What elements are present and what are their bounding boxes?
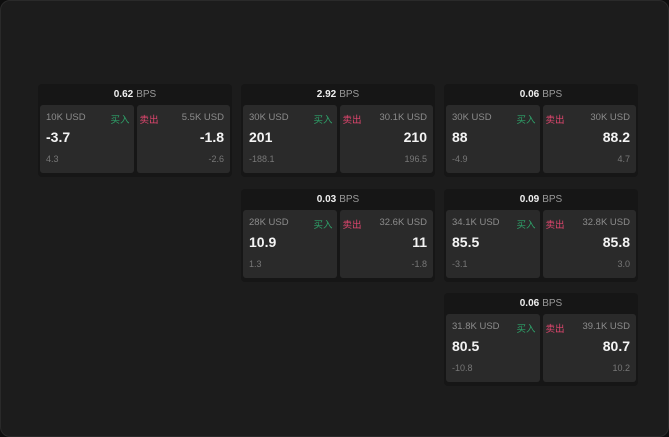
buy-label: 买入 <box>110 115 130 126</box>
buy-price: 80.5 <box>452 338 480 354</box>
sell-button[interactable]: 卖出 30K USD 88.2 4.7 <box>542 105 636 173</box>
spread-header: 0.62 BPS <box>38 84 232 105</box>
buy-size: 28K USD <box>249 217 289 228</box>
sell-price: -1.8 <box>199 129 224 145</box>
buy-delta: -10.8 <box>452 363 473 373</box>
buy-button[interactable]: 31.8K USD 买入 80.5 -10.8 <box>446 314 540 382</box>
spread-value: 0.09 <box>519 194 540 205</box>
buy-button[interactable]: 30K USD 买入 88 -4.9 <box>446 105 540 173</box>
spread-header: 0.06 BPS <box>444 84 638 105</box>
sell-price: 11 <box>412 234 427 250</box>
sell-price: 88.2 <box>602 129 630 145</box>
sell-delta: -1.8 <box>411 259 427 269</box>
sell-size: 30.1K USD <box>379 112 427 123</box>
sell-label: 卖出 <box>545 324 565 335</box>
spread-unit: BPS <box>339 194 360 205</box>
sell-button[interactable]: 卖出 30.1K USD 210 196.5 <box>339 105 433 173</box>
quote-widget: 0.62 BPS 10K USD 买入 -3.7 4.3 卖出 5.5K USD … <box>38 84 232 177</box>
sell-delta: 4.7 <box>617 154 630 164</box>
spread-unit: BPS <box>542 194 563 205</box>
buy-delta: 4.3 <box>46 154 59 164</box>
buy-label: 买入 <box>516 324 536 335</box>
buy-label: 买入 <box>313 115 333 126</box>
spread-value: 2.92 <box>316 89 337 100</box>
sell-label: 卖出 <box>342 220 362 231</box>
buy-label: 买入 <box>516 115 536 126</box>
buy-label: 买入 <box>313 220 333 231</box>
sell-label: 卖出 <box>342 115 362 126</box>
spread-unit: BPS <box>136 89 157 100</box>
sell-delta: 3.0 <box>617 259 630 269</box>
quote-widget: 0.09 BPS 34.1K USD 买入 85.5 -3.1 卖出 32.8K … <box>444 189 638 282</box>
buy-delta: -4.9 <box>452 154 468 164</box>
sell-price: 85.8 <box>602 234 630 250</box>
quote-widget: 0.06 BPS 31.8K USD 买入 80.5 -10.8 卖出 39.1K… <box>444 293 638 386</box>
sell-size: 5.5K USD <box>181 112 224 123</box>
buy-label: 买入 <box>516 220 536 231</box>
buy-delta: -3.1 <box>452 259 468 269</box>
buy-size: 31.8K USD <box>452 321 500 332</box>
sell-size: 30K USD <box>590 112 630 123</box>
spread-value: 0.62 <box>113 89 134 100</box>
spread-header: 2.92 BPS <box>241 84 435 105</box>
sell-button[interactable]: 卖出 32.8K USD 85.8 3.0 <box>542 210 636 278</box>
sell-size: 32.8K USD <box>582 217 630 228</box>
sell-size: 32.6K USD <box>379 217 427 228</box>
buy-delta: 1.3 <box>249 259 262 269</box>
spread-value: 0.06 <box>519 298 540 309</box>
buy-size: 30K USD <box>249 112 289 123</box>
buy-button[interactable]: 10K USD 买入 -3.7 4.3 <box>40 105 134 173</box>
spread-header: 0.09 BPS <box>444 189 638 210</box>
sell-button[interactable]: 卖出 32.6K USD 11 -1.8 <box>339 210 433 278</box>
buy-size: 30K USD <box>452 112 492 123</box>
sell-label: 卖出 <box>545 220 565 231</box>
spread-value: 0.03 <box>316 194 337 205</box>
buy-button[interactable]: 30K USD 买入 201 -188.1 <box>243 105 337 173</box>
sell-delta: 10.2 <box>612 363 630 373</box>
buy-size: 34.1K USD <box>452 217 500 228</box>
buy-price: 85.5 <box>452 234 480 250</box>
sell-price: 80.7 <box>602 338 630 354</box>
spread-unit: BPS <box>542 298 563 309</box>
buy-price: 88 <box>452 129 468 145</box>
sell-button[interactable]: 卖出 39.1K USD 80.7 10.2 <box>542 314 636 382</box>
sell-size: 39.1K USD <box>582 321 630 332</box>
spread-unit: BPS <box>542 89 563 100</box>
spread-unit: BPS <box>339 89 360 100</box>
buy-size: 10K USD <box>46 112 86 123</box>
buy-button[interactable]: 34.1K USD 买入 85.5 -3.1 <box>446 210 540 278</box>
quote-widget: 2.92 BPS 30K USD 买入 201 -188.1 卖出 30.1K U… <box>241 84 435 177</box>
sell-button[interactable]: 卖出 5.5K USD -1.8 -2.6 <box>136 105 230 173</box>
spread-value: 0.06 <box>519 89 540 100</box>
sell-delta: -2.6 <box>208 154 224 164</box>
sell-delta: 196.5 <box>404 154 427 164</box>
buy-price: 10.9 <box>249 234 277 250</box>
buy-delta: -188.1 <box>249 154 275 164</box>
buy-price: 201 <box>249 129 273 145</box>
buy-price: -3.7 <box>46 129 71 145</box>
spread-header: 0.06 BPS <box>444 293 638 314</box>
quote-widget: 0.06 BPS 30K USD 买入 88 -4.9 卖出 30K USD 88… <box>444 84 638 177</box>
sell-label: 卖出 <box>545 115 565 126</box>
spread-header: 0.03 BPS <box>241 189 435 210</box>
sell-label: 卖出 <box>139 115 159 126</box>
buy-button[interactable]: 28K USD 买入 10.9 1.3 <box>243 210 337 278</box>
sell-price: 210 <box>403 129 427 145</box>
quote-widget: 0.03 BPS 28K USD 买入 10.9 1.3 卖出 32.6K USD… <box>241 189 435 282</box>
